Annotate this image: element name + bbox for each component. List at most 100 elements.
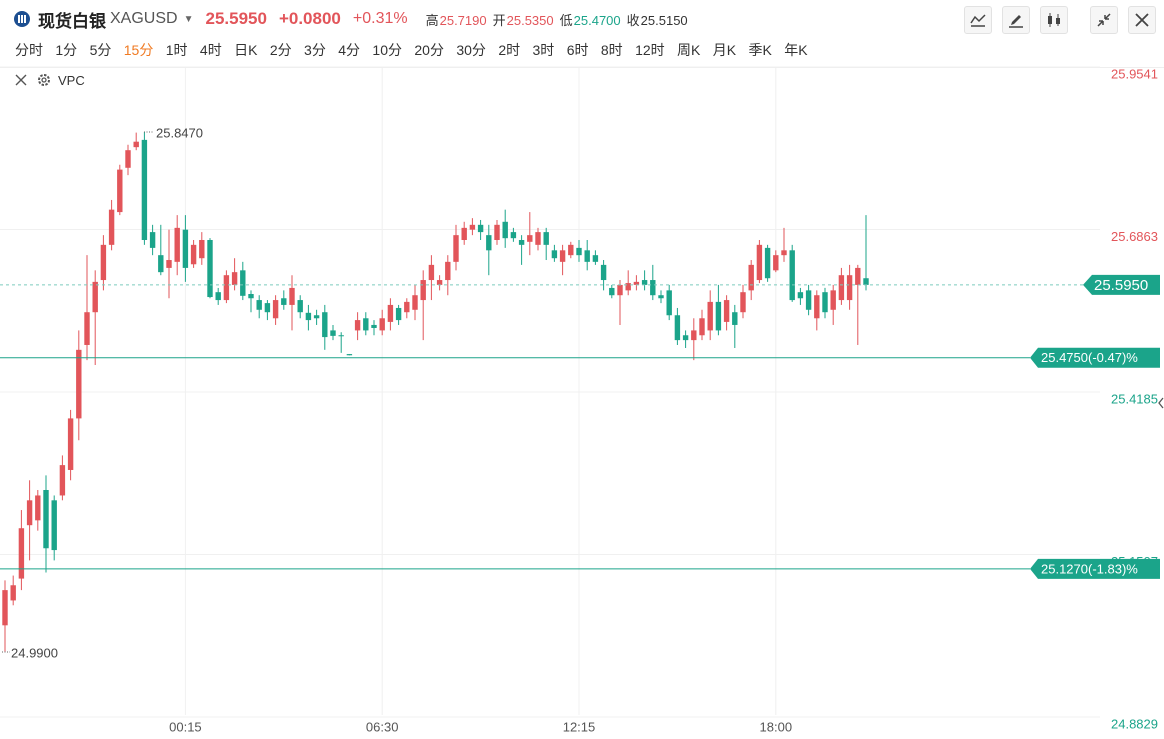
timeframe[interactable]: 15分 xyxy=(123,42,154,58)
candle-body xyxy=(387,304,394,322)
candle-body xyxy=(486,235,492,251)
candle-body xyxy=(551,250,558,259)
candle-body xyxy=(248,294,254,299)
candle-body xyxy=(84,312,90,345)
candle-body xyxy=(461,227,467,240)
timeframe-bar: 分时 1分 5分 15分 1时 4时 日K 2分 3分 4分 10分 20分 30分 2时 3时 6时 8时 12… xyxy=(15,40,820,60)
candle-body xyxy=(346,354,353,356)
candle-body xyxy=(453,235,459,262)
candle-body xyxy=(35,495,41,521)
timeframe[interactable]: 1时 xyxy=(165,42,188,58)
candle-body xyxy=(814,295,820,319)
candle-body xyxy=(108,209,115,245)
candle-body xyxy=(371,324,377,328)
collapse-button[interactable] xyxy=(1090,6,1118,34)
timeframe[interactable]: 30分 xyxy=(456,42,486,58)
change-pct: +0.31% xyxy=(352,10,408,27)
candle-button[interactable] xyxy=(1040,6,1068,34)
timeframe[interactable]: 月K xyxy=(712,42,737,58)
candle-body xyxy=(723,300,730,322)
timeframe[interactable]: 6时 xyxy=(566,42,589,58)
candle-body xyxy=(338,335,344,337)
candle-body xyxy=(863,278,869,285)
timeframe[interactable]: 3分 xyxy=(304,42,326,58)
icon xyxy=(1009,15,1023,28)
timeframe[interactable]: 周K xyxy=(677,42,701,58)
candle-body xyxy=(264,303,271,313)
candle-body xyxy=(699,318,705,336)
candle-body xyxy=(748,264,754,291)
symbol[interactable]: XAGUSD xyxy=(110,10,178,27)
timeframe[interactable]: 季K xyxy=(748,42,772,58)
timeframe[interactable]: 20分 xyxy=(414,42,444,58)
stats: 高25.7190 开25.5350 低25.4700 收25.5150 xyxy=(420,10,688,29)
candle-body xyxy=(412,295,418,310)
timeframe[interactable]: 10分 xyxy=(372,42,402,58)
candle-body xyxy=(830,290,836,310)
stat-value: 25.4700 xyxy=(573,12,621,28)
draw-button[interactable] xyxy=(1002,6,1030,34)
current-price-label: 25.5950 xyxy=(1094,277,1148,294)
candle-body xyxy=(502,221,508,239)
timeframe[interactable]: 年K xyxy=(784,42,808,58)
candle-body xyxy=(26,500,33,526)
candle-body xyxy=(182,229,189,268)
close-button[interactable] xyxy=(1128,6,1156,34)
candle-body xyxy=(641,280,648,285)
candle-body xyxy=(838,275,845,301)
timeframe[interactable]: 4时 xyxy=(199,42,222,58)
candle-body xyxy=(445,261,451,281)
candle-body xyxy=(715,301,722,331)
candle-body xyxy=(223,275,230,301)
timeframe[interactable]: 8时 xyxy=(600,42,623,58)
remove-indicator[interactable] xyxy=(14,73,28,87)
candle-body xyxy=(494,224,500,240)
scroll-arrow xyxy=(1158,397,1164,409)
timeframe[interactable]: 5分 xyxy=(89,42,112,58)
candle-body xyxy=(18,528,25,579)
timeframe[interactable]: 日K xyxy=(234,42,258,58)
candle-body xyxy=(617,284,623,296)
price: 25.5950 xyxy=(205,9,267,28)
candle-body xyxy=(166,260,172,268)
timeframe[interactable]: 2时 xyxy=(498,42,521,58)
candle-body xyxy=(732,312,738,325)
candle-body xyxy=(600,264,607,281)
timeframe[interactable]: 3时 xyxy=(532,42,555,58)
price-line-tag xyxy=(1030,347,1160,368)
candle-body xyxy=(404,301,410,313)
candle-body xyxy=(117,169,123,213)
x-tick-label: 18:00 xyxy=(760,719,793,734)
timeframe[interactable]: 4分 xyxy=(338,42,361,58)
candle-body xyxy=(272,300,279,319)
candle-body xyxy=(658,295,664,299)
candle-body xyxy=(609,287,615,296)
candle-body xyxy=(240,270,246,296)
candle-body xyxy=(436,280,443,285)
candle-body xyxy=(650,280,656,296)
stat-label: 开 xyxy=(492,12,506,28)
candle-body xyxy=(158,255,164,273)
candle-body xyxy=(527,235,533,242)
current-price-tag xyxy=(1083,274,1160,295)
candle-body xyxy=(797,292,804,299)
timeframe[interactable]: 1分 xyxy=(55,42,78,58)
symbol-dropdown[interactable]: ▼ xyxy=(183,13,194,25)
indicator-name: VPC xyxy=(58,72,85,88)
timeframe[interactable]: 2分 xyxy=(269,42,292,58)
candle-body xyxy=(207,239,213,298)
candle-body xyxy=(67,418,74,470)
settings-icon[interactable] xyxy=(36,72,54,88)
candle-body xyxy=(428,264,435,281)
candle-body xyxy=(674,315,681,341)
chart-type-button[interactable] xyxy=(964,6,992,34)
candle-body xyxy=(633,281,640,285)
candle-body xyxy=(773,255,779,271)
toolbar xyxy=(954,6,1156,34)
timeframe[interactable]: 12时 xyxy=(635,42,665,58)
y-tick-label: 25.6863 xyxy=(1111,229,1158,244)
candle-body xyxy=(297,300,303,313)
timeframe[interactable]: 分时 xyxy=(15,42,43,58)
candle-body xyxy=(313,315,320,319)
candle-body xyxy=(592,255,599,262)
